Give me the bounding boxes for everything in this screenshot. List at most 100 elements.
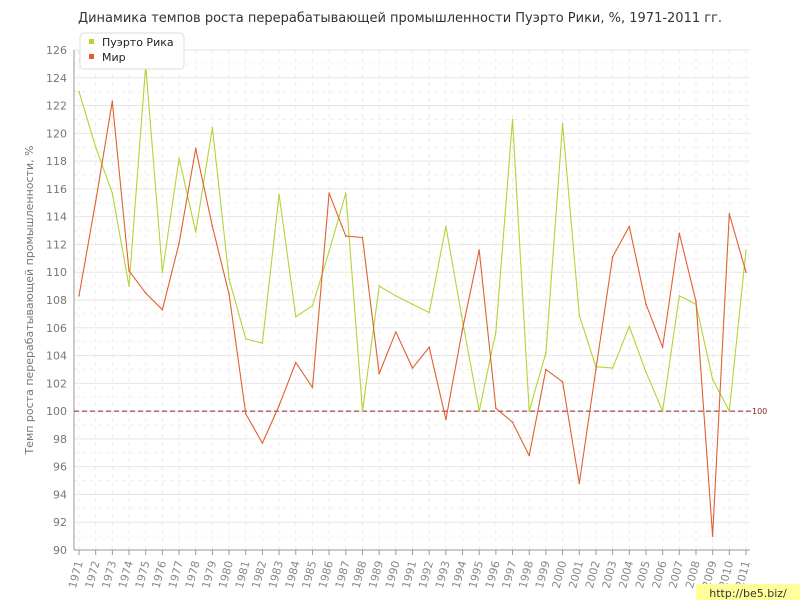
data-point-puerto-rico	[661, 410, 664, 412]
data-point-world	[478, 249, 481, 251]
data-point-world	[511, 421, 514, 424]
legend: Пуэрто Рика Мир	[79, 32, 185, 70]
legend-label-world: Мир	[102, 51, 126, 64]
y-tick-label: 118	[46, 155, 67, 168]
data-point-puerto-rico	[378, 285, 380, 287]
data-point-puerto-rico	[445, 225, 447, 228]
y-tick-label: 96	[53, 461, 67, 474]
data-point-puerto-rico	[678, 295, 681, 297]
data-point-world	[178, 242, 180, 244]
data-point-world	[661, 346, 664, 349]
watermark-background	[696, 584, 800, 600]
data-point-puerto-rico	[495, 331, 497, 333]
y-tick-label: 120	[46, 127, 67, 140]
y-tick-label: 122	[46, 100, 67, 113]
data-point-world	[378, 372, 380, 375]
y-axis: 90 92 94 96 98 100 102 104 106 108 110 112 114 116 118…	[46, 44, 75, 557]
y-tick-label: 110	[46, 266, 67, 279]
data-point-world	[645, 303, 647, 305]
data-point-puerto-rico	[94, 146, 97, 149]
data-point-world	[278, 404, 280, 407]
data-point-puerto-rico	[178, 157, 180, 160]
data-point-world	[745, 271, 747, 274]
data-point-puerto-rico	[545, 351, 547, 354]
y-tick-label: 90	[53, 544, 67, 557]
y-tick-label: 106	[46, 322, 67, 335]
data-point-world	[678, 232, 681, 235]
vertical-gridlines	[78, 50, 747, 550]
legend-swatch-puerto-rico	[89, 39, 94, 44]
data-point-world	[411, 367, 414, 369]
data-point-world	[428, 346, 430, 349]
data-point-world	[495, 407, 497, 410]
data-point-world	[194, 147, 197, 150]
data-point-puerto-rico	[294, 315, 297, 318]
data-point-puerto-rico	[728, 410, 731, 412]
data-point-world	[94, 200, 97, 203]
data-point-world	[695, 300, 697, 303]
data-point-world	[711, 535, 714, 537]
data-point-puerto-rico	[745, 249, 747, 251]
data-point-puerto-rico	[111, 192, 114, 194]
data-point-world	[144, 292, 147, 294]
chart-title: Динамика темпов роста перерабатывающей п…	[78, 11, 722, 26]
series-layer	[78, 64, 747, 537]
data-point-world	[445, 418, 447, 421]
data-point-world	[311, 386, 314, 389]
data-point-puerto-rico	[411, 303, 414, 305]
y-tick-label: 116	[46, 183, 67, 196]
data-point-world	[211, 225, 214, 228]
reference-line-group: 100	[74, 407, 767, 416]
y-tick-label: 100	[46, 405, 67, 418]
data-point-puerto-rico	[478, 410, 481, 412]
y-tick-label: 94	[53, 488, 67, 501]
data-point-puerto-rico	[528, 410, 531, 412]
data-point-puerto-rico	[194, 231, 197, 233]
data-point-world	[395, 331, 397, 333]
y-tick-label: 124	[46, 72, 67, 85]
data-point-puerto-rico	[328, 250, 330, 253]
data-point-puerto-rico	[278, 193, 280, 196]
data-point-puerto-rico	[261, 342, 264, 344]
data-point-puerto-rico	[311, 304, 314, 307]
data-point-world	[128, 270, 130, 272]
data-point-puerto-rico	[244, 338, 247, 340]
y-tick-label: 126	[46, 44, 67, 57]
data-point-world	[628, 225, 631, 228]
data-point-puerto-rico	[78, 90, 80, 93]
data-point-world	[244, 413, 247, 415]
data-point-world	[578, 482, 581, 485]
data-point-puerto-rico	[628, 325, 631, 328]
data-point-puerto-rico	[511, 118, 514, 121]
data-point-world	[611, 256, 614, 258]
data-point-world	[261, 442, 264, 444]
watermark: http://be5.biz/	[696, 584, 800, 600]
y-tick-label: 102	[46, 377, 67, 390]
data-point-puerto-rico	[561, 122, 564, 125]
y-tick-label: 112	[46, 238, 67, 251]
data-point-world	[461, 328, 464, 330]
legend-swatch-world	[89, 54, 94, 59]
data-point-world	[728, 213, 731, 215]
legend-box	[79, 32, 185, 70]
data-point-puerto-rico	[128, 285, 130, 287]
reference-line-label: 100	[752, 407, 767, 416]
data-point-puerto-rico	[345, 192, 347, 194]
plot-area: 90 92 94 96 98 100 102 104 106 108 110 112 114 116 118…	[46, 44, 767, 590]
data-point-puerto-rico	[361, 410, 364, 412]
data-point-world	[361, 236, 364, 239]
data-point-puerto-rico	[611, 367, 614, 369]
data-point-world	[294, 361, 297, 364]
data-point-puerto-rico	[645, 371, 647, 374]
data-point-puerto-rico	[461, 320, 464, 322]
data-point-world	[561, 381, 564, 383]
y-tick-label: 98	[53, 433, 67, 446]
legend-label-puerto-rico: Пуэрто Рика	[102, 36, 174, 49]
watermark-text: http://be5.biz/	[709, 587, 787, 600]
y-tick-label: 104	[46, 350, 67, 363]
data-point-world	[345, 235, 347, 237]
data-point-puerto-rico	[578, 314, 581, 317]
data-point-puerto-rico	[395, 295, 397, 297]
data-point-world	[528, 454, 531, 457]
